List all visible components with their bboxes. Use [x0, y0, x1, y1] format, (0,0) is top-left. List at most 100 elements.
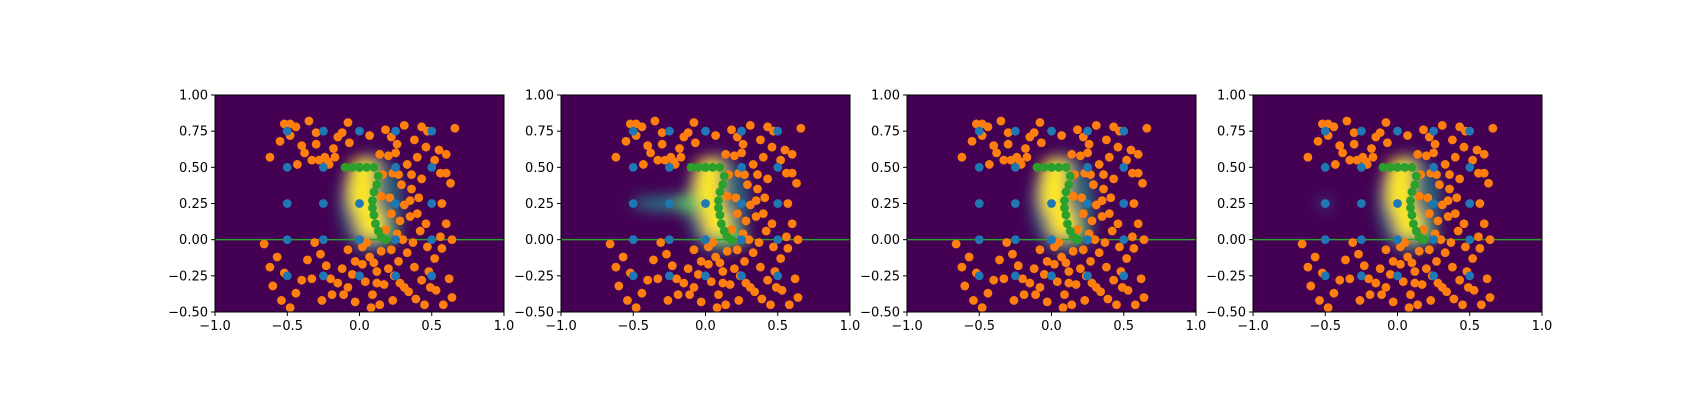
- chart-panel-2: −1.0 −0.5 0.0 0.5 1.0 −0.50 −0.25 0.00 0.25 0.50 0…: [514, 89, 860, 335]
- scatter-point: [1083, 271, 1093, 281]
- scatter-point: [1356, 235, 1366, 245]
- scatter-point: [1388, 256, 1398, 266]
- scatter-point: [1461, 242, 1470, 252]
- scatter-point: [1348, 238, 1358, 247]
- scatter-point: [397, 180, 406, 190]
- scatter-point: [381, 235, 390, 245]
- scatter-point: [1436, 235, 1446, 245]
- scatter-point: [316, 249, 325, 259]
- scatter-point: [711, 131, 721, 140]
- scatter-layer: [605, 116, 806, 312]
- scatter-point: [1482, 274, 1492, 284]
- scatter-point: [1029, 264, 1039, 273]
- scatter-point: [1329, 122, 1339, 132]
- scatter-point: [1465, 271, 1475, 281]
- scatter-point: [751, 212, 761, 221]
- scatter-point: [1455, 174, 1465, 184]
- scatter-point: [412, 209, 422, 219]
- scatter-point: [628, 162, 638, 172]
- scatter-point: [1459, 142, 1469, 152]
- scatter-point: [1413, 300, 1423, 310]
- scatter-point: [304, 116, 314, 126]
- scatter-point: [745, 120, 755, 130]
- scatter-point: [355, 235, 364, 245]
- scatter-point: [1406, 290, 1415, 300]
- scatter-point: [1419, 125, 1428, 135]
- scatter-point: [727, 225, 736, 234]
- scatter-point: [657, 139, 667, 149]
- scatter-point: [1414, 191, 1424, 201]
- scatter-point: [1410, 267, 1420, 276]
- scatter-point: [268, 281, 278, 291]
- scatter-point: [708, 238, 718, 247]
- scatter-point: [1018, 274, 1027, 284]
- scatter-point: [1094, 160, 1104, 169]
- scatter-point: [1136, 274, 1146, 284]
- scatter-point: [1010, 271, 1020, 281]
- scatter-point: [1047, 162, 1056, 172]
- scatter-point: [369, 258, 379, 268]
- scatter-point: [1435, 180, 1444, 190]
- scatter-point: [1433, 216, 1443, 226]
- scatter-point: [1129, 243, 1139, 253]
- scatter-point: [689, 283, 699, 292]
- scatter-point: [384, 264, 393, 273]
- scatter-point: [318, 162, 328, 172]
- scatter-point: [740, 256, 749, 266]
- x-tick-label: 0.5: [767, 319, 788, 334]
- scatter-point: [773, 126, 783, 136]
- x-tick-label: 0.0: [1387, 319, 1408, 334]
- scatter-point: [282, 271, 292, 281]
- scatter-point: [793, 235, 803, 245]
- scatter-point: [676, 152, 686, 162]
- scatter-point: [1073, 125, 1082, 135]
- scatter-point: [1329, 288, 1339, 298]
- y-tick-label: −0.25: [860, 269, 900, 284]
- scatter-point: [1313, 136, 1323, 146]
- scatter-point: [414, 193, 424, 203]
- scatter-point: [1430, 139, 1440, 149]
- scatter-point: [1129, 199, 1139, 208]
- scatter-point: [1382, 138, 1392, 148]
- scatter-point: [1465, 199, 1475, 208]
- y-tick-label: 0.50: [525, 161, 554, 176]
- scatter-point: [1429, 162, 1439, 172]
- scatter-point: [1375, 264, 1385, 273]
- scatter-point: [664, 271, 674, 281]
- scatter-point: [441, 219, 451, 229]
- scatter-point: [1112, 300, 1121, 310]
- y-tick-label: −0.50: [514, 306, 554, 321]
- scatter-point: [1413, 149, 1423, 159]
- scatter-point: [1381, 245, 1391, 255]
- scatter-point: [1468, 254, 1478, 263]
- y-tick-label: 0.25: [525, 197, 554, 212]
- scatter-point: [395, 216, 405, 226]
- scatter-point: [1064, 180, 1074, 190]
- scatter-point: [1330, 160, 1340, 169]
- scatter-point: [417, 174, 427, 184]
- scatter-point: [379, 280, 389, 289]
- scatter-point: [1445, 170, 1454, 179]
- x-tick-label: −1.0: [545, 319, 577, 334]
- scatter-point: [701, 235, 710, 245]
- scatter-point: [394, 256, 403, 266]
- scatter-point: [1472, 145, 1482, 155]
- scatter-point: [423, 242, 432, 252]
- scatter-point: [1398, 277, 1408, 287]
- scatter-point: [646, 148, 655, 158]
- scatter-point: [350, 297, 360, 307]
- scatter-point: [1407, 187, 1417, 197]
- scatter-point: [662, 249, 671, 259]
- scatter-point: [734, 296, 744, 305]
- scatter-point: [784, 300, 794, 310]
- scatter-point: [386, 245, 396, 255]
- scatter-point: [326, 274, 335, 284]
- scatter-point: [1087, 216, 1097, 226]
- scatter-point: [1022, 152, 1032, 162]
- scatter-point: [708, 162, 718, 172]
- scatter-point: [611, 262, 621, 272]
- scatter-point: [737, 126, 747, 136]
- scatter-point: [1117, 283, 1127, 292]
- scatter-point: [391, 199, 401, 208]
- scatter-point: [771, 283, 781, 292]
